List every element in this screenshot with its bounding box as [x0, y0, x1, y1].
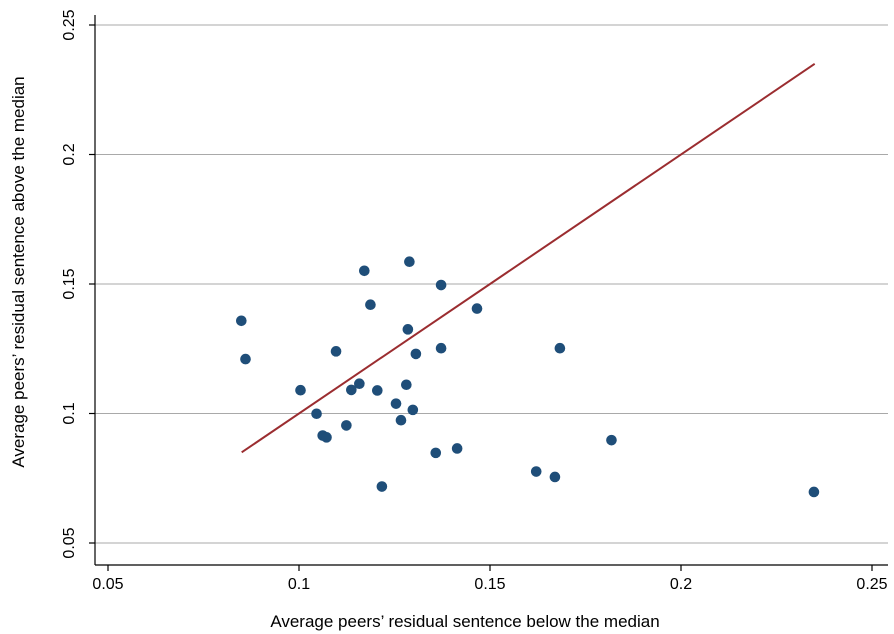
data-point-22	[435, 342, 447, 354]
data-point-28	[554, 342, 566, 354]
x-tick-label-2: 0.15	[474, 576, 505, 593]
data-point-25	[471, 303, 483, 314]
y-tick-label-1: 0.1	[61, 402, 78, 424]
data-point-14	[390, 398, 402, 409]
reference-line	[241, 63, 816, 454]
data-point-21	[430, 447, 442, 459]
y-tick-label-0: 0.05	[61, 527, 78, 558]
tick-marks: 0.05 0.1 0.15 0.2 0.25 0.05 0.1 0.15 0.2 0.25	[61, 9, 888, 593]
data-point-7	[341, 420, 352, 431]
y-tick-label-4: 0.25	[61, 9, 78, 40]
data-point-18	[404, 256, 415, 268]
data-point-5	[321, 432, 332, 443]
data-point-16	[401, 379, 412, 391]
data-point-2	[295, 384, 306, 396]
data-point-15	[395, 414, 407, 426]
data-point-1	[240, 353, 251, 365]
x-tick-label-1: 0.1	[288, 576, 310, 593]
data-point-20	[410, 348, 422, 360]
axes	[94, 15, 888, 566]
data-point-29	[606, 434, 617, 446]
data-point-17	[402, 324, 414, 335]
data-point-12	[372, 385, 383, 396]
data-points	[236, 256, 820, 498]
data-point-23	[435, 279, 447, 291]
x-axis-title: Average peers’ residual sentence below t…	[270, 612, 659, 631]
data-point-26	[530, 466, 542, 477]
y-axis-title: Average peers’ residual sentence above t…	[9, 76, 28, 467]
y-tick-label-2: 0.15	[61, 268, 78, 299]
x-tick-label-4: 0.25	[856, 576, 887, 593]
data-point-0	[236, 315, 247, 327]
data-point-6	[330, 346, 342, 357]
x-tick-label-3: 0.2	[670, 576, 692, 593]
data-point-11	[365, 299, 376, 311]
data-point-10	[359, 265, 370, 277]
y-tick-label-3: 0.2	[61, 143, 78, 165]
data-point-19	[407, 404, 419, 416]
data-point-30	[808, 486, 820, 498]
data-point-9	[354, 378, 365, 390]
data-point-27	[549, 471, 561, 483]
data-point-3	[311, 408, 322, 420]
x-tick-label-0: 0.05	[92, 576, 123, 593]
data-point-24	[451, 443, 463, 454]
data-point-13	[376, 481, 388, 492]
data-point-8	[346, 384, 357, 396]
reference-line-group	[241, 63, 816, 454]
